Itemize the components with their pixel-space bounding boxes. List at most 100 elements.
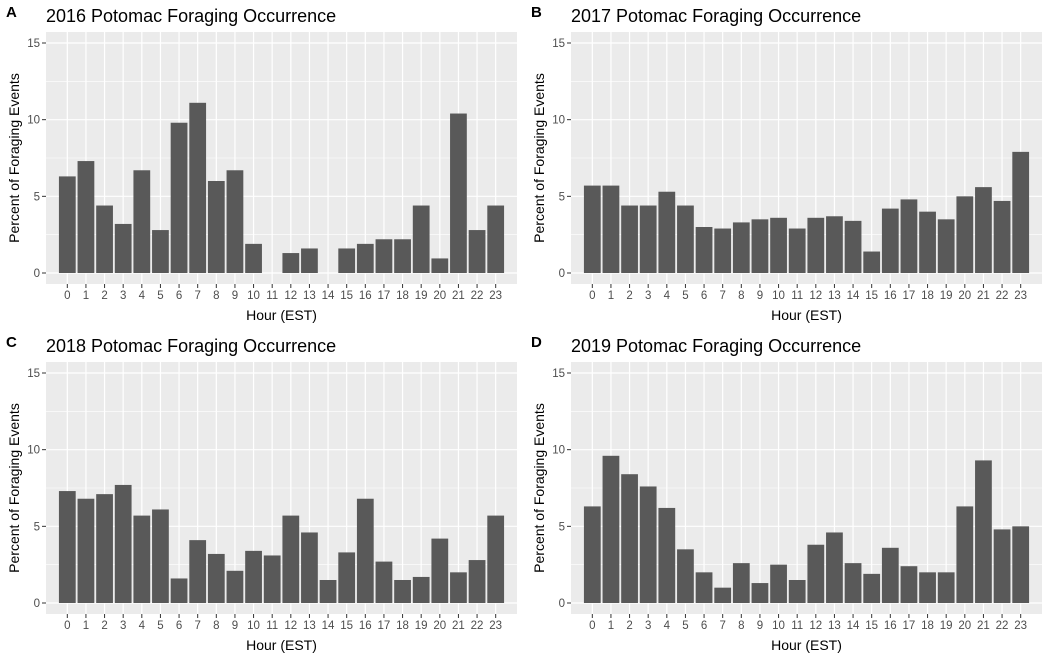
bar-hour-10	[770, 564, 787, 603]
bar-hour-7	[714, 587, 732, 603]
bar-hour-13	[301, 532, 318, 603]
bar-hour-9	[751, 219, 769, 273]
bar-hour-22	[468, 560, 486, 603]
x-tick-label: 22	[471, 290, 484, 302]
bar-hour-3	[114, 484, 132, 603]
x-tick-label: 23	[1014, 620, 1027, 632]
bar-hour-12	[807, 544, 825, 603]
x-tick-label: 3	[645, 290, 651, 302]
bar-hour-16	[881, 208, 899, 273]
bar-hour-9	[751, 583, 769, 603]
bar-hour-16	[881, 547, 899, 603]
y-tick-label: 10	[27, 445, 40, 457]
x-tick-label: 18	[396, 620, 409, 632]
bar-hour-0	[583, 506, 601, 603]
bar-hour-20	[431, 538, 449, 603]
bar-hour-13	[301, 248, 318, 273]
chart-panel-a: A 2016 Potomac Foraging Occurrence 0 5 10 1…	[0, 0, 525, 330]
x-tick-label: 8	[213, 620, 219, 632]
x-tick-label: 13	[303, 620, 316, 632]
bar-hour-18	[394, 580, 411, 603]
bar-hour-2	[96, 205, 113, 273]
x-tick-label: 2	[101, 620, 107, 632]
x-tick-label: 12	[284, 620, 297, 632]
x-tick-label: 10	[247, 620, 260, 632]
chart-title: 2016 Potomac Foraging Occurrence	[46, 6, 337, 26]
x-tick-label: 16	[359, 290, 372, 302]
bar-hour-15	[863, 573, 881, 603]
bar-hour-6	[170, 122, 188, 273]
x-tick-label: 0	[589, 290, 595, 302]
chart-title: 2017 Potomac Foraging Occurrence	[571, 6, 862, 26]
x-tick-label: 23	[489, 620, 502, 632]
bar-hour-12	[282, 515, 300, 603]
x-tick-label: 14	[847, 290, 860, 302]
bar-hour-23	[1012, 526, 1030, 603]
x-tick-label: 14	[847, 620, 860, 632]
x-tick-label: 3	[120, 290, 126, 302]
bar-hour-7	[189, 540, 207, 603]
x-tick-label: 3	[645, 620, 651, 632]
x-tick-label: 7	[194, 620, 200, 632]
bar-hour-23	[1012, 151, 1030, 273]
x-tick-label: 0	[64, 620, 70, 632]
x-tick-label: 4	[139, 620, 146, 632]
x-tick-label: 21	[452, 620, 465, 632]
chart-panel-b: B 2017 Potomac Foraging Occurrence 0 5 10 1…	[525, 0, 1050, 330]
y-tick-label: 10	[552, 445, 565, 457]
y-axis-title: Percent of Foraging Events	[6, 403, 22, 573]
bar-hour-19	[937, 219, 955, 273]
x-tick-label: 15	[340, 290, 353, 302]
bar-hour-1	[77, 161, 95, 273]
x-tick-label: 4	[664, 290, 671, 302]
bar-hour-9	[226, 170, 244, 273]
bar-hour-3	[114, 223, 132, 273]
y-axis-title: Percent of Foraging Events	[531, 403, 547, 573]
y-tick-label: 0	[559, 268, 565, 280]
bar-hour-16	[356, 498, 374, 603]
x-axis-title: Hour (EST)	[246, 307, 317, 323]
x-tick-label: 1	[608, 290, 614, 302]
bar-hour-21	[975, 460, 992, 603]
panel-letter: D	[531, 334, 542, 351]
bar-hour-12	[282, 253, 300, 273]
bar-hour-11	[788, 580, 806, 603]
y-tick-label: 10	[552, 115, 565, 127]
bar-hour-0	[583, 185, 601, 273]
y-tick-label: 0	[559, 598, 565, 610]
bar-hour-5	[152, 230, 169, 273]
bar-hour-18	[919, 211, 936, 273]
x-tick-label: 11	[266, 620, 278, 632]
chart-title: 2019 Potomac Foraging Occurrence	[571, 336, 862, 356]
x-tick-label: 20	[433, 620, 446, 632]
bar-hour-6	[170, 578, 188, 603]
bar-hour-4	[133, 170, 151, 273]
bar-hour-14	[844, 563, 862, 603]
bar-hour-19	[412, 576, 430, 603]
x-tick-label: 7	[719, 620, 725, 632]
bar-hour-21	[450, 113, 467, 274]
chart-panel-c: C 2018 Potomac Foraging Occurrence 0 5 10 1…	[0, 330, 525, 660]
x-tick-label: 6	[701, 620, 707, 632]
bar-hour-4	[658, 191, 676, 273]
bar-hour-4	[658, 507, 676, 603]
bar-hour-7	[189, 102, 207, 273]
y-tick-label: 5	[559, 521, 565, 533]
y-tick-label: 15	[27, 38, 40, 50]
panel-letter: B	[531, 4, 542, 21]
bar-hour-3	[639, 205, 657, 273]
bar-hour-6	[695, 227, 713, 273]
bar-hour-17	[900, 199, 918, 273]
bar-hour-14	[844, 220, 862, 273]
x-tick-label: 17	[378, 290, 391, 302]
x-tick-label: 14	[322, 620, 335, 632]
x-tick-label: 5	[157, 620, 163, 632]
bar-hour-8	[207, 181, 225, 273]
x-tick-label: 11	[791, 620, 803, 632]
y-axis-title: Percent of Foraging Events	[6, 73, 22, 243]
bar-hour-23	[487, 515, 505, 603]
x-tick-label: 1	[83, 290, 89, 302]
x-tick-label: 13	[828, 290, 841, 302]
